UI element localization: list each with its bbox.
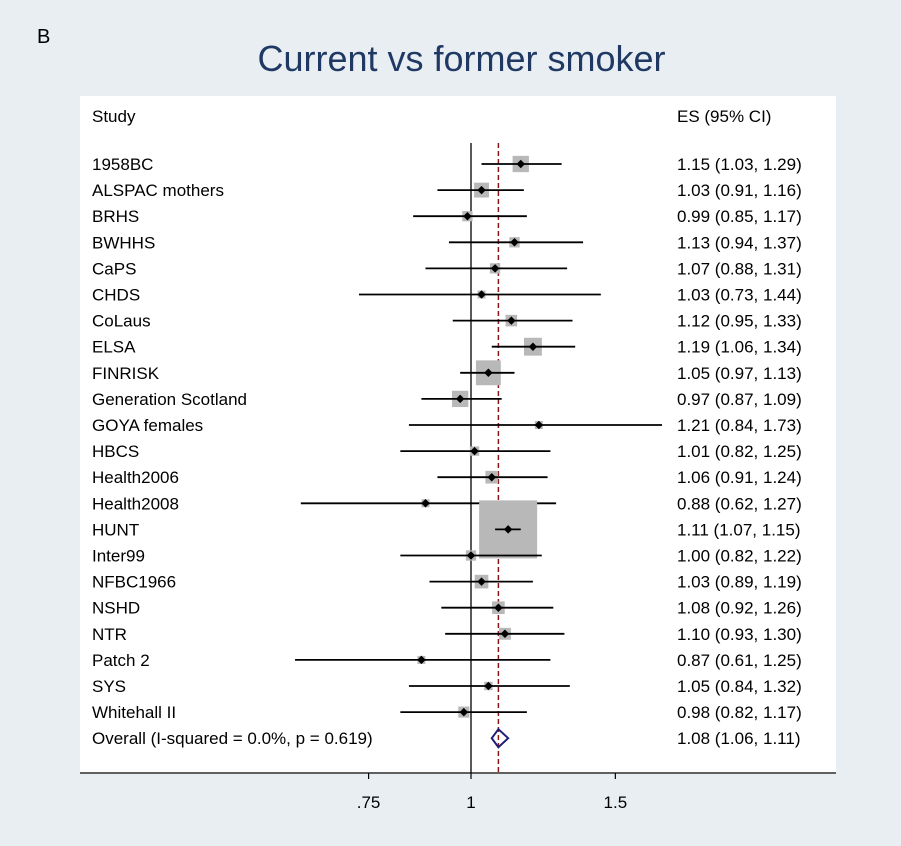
study-name: SYS	[92, 677, 126, 696]
study-es-label: 1.03 (0.73, 1.44)	[677, 286, 802, 305]
x-tick-label: 1	[466, 793, 475, 812]
study-name: CHDS	[92, 286, 140, 305]
study-name: Whitehall II	[92, 703, 176, 722]
study-name: 1958BC	[92, 155, 153, 174]
study-name: NFBC1966	[92, 573, 176, 592]
study-name: Generation Scotland	[92, 390, 247, 409]
study-name: NSHD	[92, 599, 140, 618]
study-point-estimate	[490, 264, 500, 273]
study-es-label: 1.19 (1.06, 1.34)	[677, 338, 802, 357]
study-es-label: 1.01 (0.82, 1.25)	[677, 442, 802, 461]
study-point-estimate	[487, 472, 496, 482]
study-es-label: 1.10 (0.93, 1.30)	[677, 625, 802, 644]
overall-es-label: 1.08 (1.06, 1.11)	[677, 729, 801, 748]
study-point-estimate	[500, 629, 510, 639]
study-point-estimate	[417, 655, 426, 665]
study-name: Health2006	[92, 468, 179, 487]
study-point-estimate	[477, 185, 486, 195]
study-point-estimate	[459, 707, 469, 717]
study-name: GOYA females	[92, 416, 203, 435]
study-point-estimate	[455, 394, 465, 404]
study-name: HUNT	[92, 520, 139, 539]
study-header: Study	[92, 107, 136, 126]
study-name: NTR	[92, 625, 127, 644]
overall-diamond	[490, 727, 510, 749]
plot-panel	[80, 96, 836, 774]
study-name: BRHS	[92, 207, 139, 226]
x-tick-label: .75	[357, 793, 381, 812]
study-es-label: 0.88 (0.62, 1.27)	[677, 494, 802, 513]
study-name: CoLaus	[92, 312, 151, 331]
overall-name: Overall (I-squared = 0.0%, p = 0.619)	[92, 729, 373, 748]
study-es-label: 1.12 (0.95, 1.33)	[677, 312, 802, 331]
study-es-label: 1.05 (0.97, 1.13)	[677, 364, 802, 383]
study-name: HBCS	[92, 442, 139, 461]
study-point-estimate	[503, 525, 513, 534]
study-point-estimate	[528, 342, 538, 351]
study-name: ELSA	[92, 338, 136, 357]
study-es-label: 1.03 (0.89, 1.19)	[677, 573, 802, 592]
study-point-estimate	[463, 211, 472, 221]
study-name: BWHHS	[92, 233, 155, 252]
study-point-estimate	[477, 577, 486, 586]
study-point-estimate	[477, 290, 486, 299]
es-header: ES (95% CI)	[677, 107, 771, 126]
study-es-label: 1.21 (0.84, 1.73)	[677, 416, 802, 435]
study-es-label: 1.07 (0.88, 1.31)	[677, 259, 802, 278]
study-point-estimate	[484, 368, 493, 378]
study-name: Inter99	[92, 547, 145, 566]
study-name: Patch 2	[92, 651, 150, 670]
study-name: FINRISK	[92, 364, 160, 383]
study-es-label: 1.13 (0.94, 1.37)	[677, 233, 802, 252]
x-tick-label: 1.5	[604, 793, 628, 812]
study-es-label: 1.00 (0.82, 1.22)	[677, 547, 802, 566]
study-es-label: 1.08 (0.92, 1.26)	[677, 599, 802, 618]
study-es-label: 1.15 (1.03, 1.29)	[677, 155, 802, 174]
study-name: ALSPAC mothers	[92, 181, 224, 200]
study-es-label: 1.03 (0.91, 1.16)	[677, 181, 802, 200]
study-point-estimate	[534, 420, 544, 430]
study-point-estimate	[484, 681, 493, 691]
panel-label: B	[37, 26, 51, 48]
study-es-label: 0.98 (0.82, 1.17)	[677, 703, 802, 722]
study-point-estimate	[466, 551, 476, 560]
study-point-estimate	[507, 316, 516, 325]
study-es-label: 1.05 (0.84, 1.32)	[677, 677, 802, 696]
study-es-label: 0.99 (0.85, 1.17)	[677, 207, 802, 226]
study-point-estimate	[470, 446, 479, 456]
study-point-estimate	[421, 499, 430, 508]
study-name: CaPS	[92, 259, 136, 278]
study-es-label: 1.06 (0.91, 1.24)	[677, 468, 802, 487]
study-es-label: 0.97 (0.87, 1.09)	[677, 390, 802, 409]
study-es-label: 1.11 (1.07, 1.15)	[677, 520, 801, 539]
study-point-estimate	[494, 603, 503, 612]
study-name: Health2008	[92, 494, 179, 513]
study-es-label: 0.87 (0.61, 1.25)	[677, 651, 802, 670]
study-point-estimate	[510, 238, 519, 247]
chart-title: Current vs former smoker	[257, 38, 666, 79]
